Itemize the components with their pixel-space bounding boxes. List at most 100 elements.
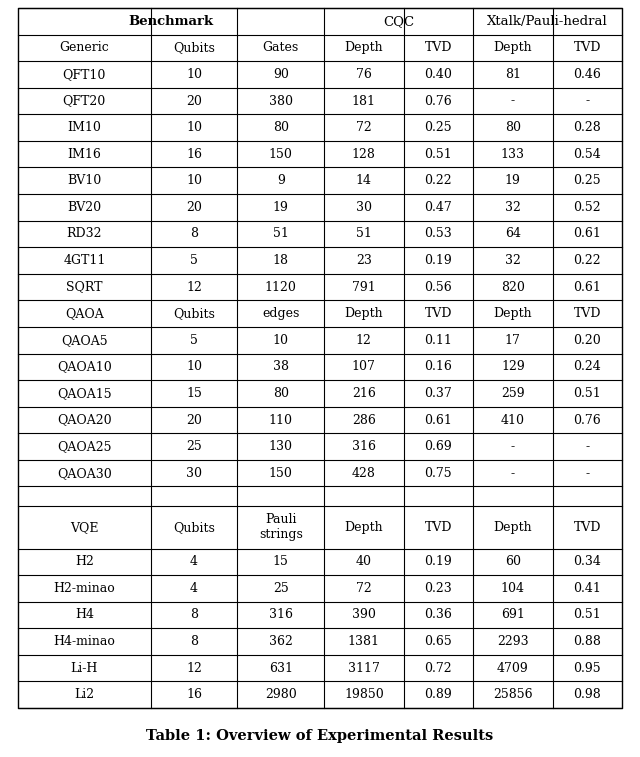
Text: 18: 18	[273, 254, 289, 267]
Text: 90: 90	[273, 68, 289, 81]
Text: QFT20: QFT20	[63, 95, 106, 107]
Text: 25: 25	[186, 440, 202, 453]
Text: Li-H: Li-H	[70, 662, 98, 674]
Text: 32: 32	[505, 254, 521, 267]
Text: 19850: 19850	[344, 688, 384, 701]
Text: 2293: 2293	[497, 635, 529, 648]
Text: 691: 691	[501, 609, 525, 621]
Text: H2: H2	[75, 556, 93, 569]
Text: Qubits: Qubits	[173, 42, 215, 55]
Text: Depth: Depth	[344, 307, 383, 320]
Text: 4: 4	[190, 582, 198, 595]
Text: 51: 51	[273, 227, 289, 241]
Text: 15: 15	[273, 556, 289, 569]
Text: 316: 316	[352, 440, 376, 453]
Text: 0.24: 0.24	[573, 360, 601, 373]
Text: TVD: TVD	[573, 521, 601, 534]
Text: Depth: Depth	[493, 521, 532, 534]
Text: BV20: BV20	[67, 201, 101, 214]
Text: BV10: BV10	[67, 174, 102, 187]
Text: 51: 51	[356, 227, 372, 241]
Text: 150: 150	[269, 466, 292, 480]
Text: 20: 20	[186, 201, 202, 214]
Text: 25: 25	[273, 582, 289, 595]
Text: TVD: TVD	[424, 42, 452, 55]
Text: 0.56: 0.56	[424, 281, 452, 294]
Text: 0.69: 0.69	[424, 440, 452, 453]
Text: 0.47: 0.47	[424, 201, 452, 214]
Text: 16: 16	[186, 688, 202, 701]
Text: 10: 10	[186, 68, 202, 81]
Text: 286: 286	[352, 413, 376, 426]
Text: Depth: Depth	[344, 521, 383, 534]
Text: 72: 72	[356, 582, 372, 595]
Text: 32: 32	[505, 201, 521, 214]
Text: 81: 81	[505, 68, 521, 81]
Text: 76: 76	[356, 68, 372, 81]
Text: -: -	[585, 95, 589, 107]
Text: H2-minao: H2-minao	[54, 582, 115, 595]
Text: SQRT: SQRT	[66, 281, 102, 294]
Text: 4: 4	[190, 556, 198, 569]
Text: 0.52: 0.52	[573, 201, 601, 214]
Text: 38: 38	[273, 360, 289, 373]
Text: 0.20: 0.20	[573, 334, 601, 347]
Text: QAOA: QAOA	[65, 307, 104, 320]
Text: 0.37: 0.37	[424, 387, 452, 400]
Text: 0.11: 0.11	[424, 334, 452, 347]
Text: 259: 259	[501, 387, 525, 400]
Text: RD32: RD32	[67, 227, 102, 241]
Text: 0.25: 0.25	[573, 174, 601, 187]
Text: 0.53: 0.53	[424, 227, 452, 241]
Text: Pauli
strings: Pauli strings	[259, 513, 303, 541]
Text: 19: 19	[505, 174, 521, 187]
Text: 133: 133	[501, 148, 525, 160]
Text: 791: 791	[352, 281, 376, 294]
Text: 0.46: 0.46	[573, 68, 601, 81]
Text: 0.75: 0.75	[424, 466, 452, 480]
Text: 0.51: 0.51	[424, 148, 452, 160]
Text: -: -	[585, 440, 589, 453]
Text: 12: 12	[356, 334, 372, 347]
Text: H4: H4	[75, 609, 94, 621]
Text: 0.65: 0.65	[424, 635, 452, 648]
Text: 410: 410	[501, 413, 525, 426]
Text: 0.16: 0.16	[424, 360, 452, 373]
Text: 9: 9	[276, 174, 285, 187]
Text: TVD: TVD	[424, 521, 452, 534]
Text: VQE: VQE	[70, 521, 99, 534]
Text: 8: 8	[190, 635, 198, 648]
Text: 2980: 2980	[265, 688, 296, 701]
Text: 0.76: 0.76	[573, 413, 601, 426]
Text: 0.89: 0.89	[424, 688, 452, 701]
Text: 0.98: 0.98	[573, 688, 601, 701]
Text: 19: 19	[273, 201, 289, 214]
Text: Qubits: Qubits	[173, 307, 215, 320]
Text: 23: 23	[356, 254, 372, 267]
Text: 0.23: 0.23	[424, 582, 452, 595]
Text: Gates: Gates	[262, 42, 299, 55]
Text: 0.61: 0.61	[424, 413, 452, 426]
Text: 10: 10	[186, 121, 202, 134]
Text: 5: 5	[190, 254, 198, 267]
Text: 15: 15	[186, 387, 202, 400]
Text: 0.61: 0.61	[573, 227, 601, 241]
Text: IM10: IM10	[67, 121, 101, 134]
Text: 0.19: 0.19	[424, 254, 452, 267]
Text: Benchmark: Benchmark	[129, 15, 214, 28]
Text: 820: 820	[501, 281, 525, 294]
Text: -: -	[511, 95, 515, 107]
Text: 12: 12	[186, 281, 202, 294]
Text: 128: 128	[352, 148, 376, 160]
Text: 0.41: 0.41	[573, 582, 601, 595]
Text: 10: 10	[186, 174, 202, 187]
Text: 0.28: 0.28	[573, 121, 601, 134]
Text: 80: 80	[505, 121, 521, 134]
Text: 390: 390	[352, 609, 376, 621]
Text: 5: 5	[190, 334, 198, 347]
Text: 129: 129	[501, 360, 525, 373]
Text: 0.34: 0.34	[573, 556, 601, 569]
Text: QFT10: QFT10	[63, 68, 106, 81]
Text: 0.22: 0.22	[424, 174, 452, 187]
Text: Depth: Depth	[493, 307, 532, 320]
